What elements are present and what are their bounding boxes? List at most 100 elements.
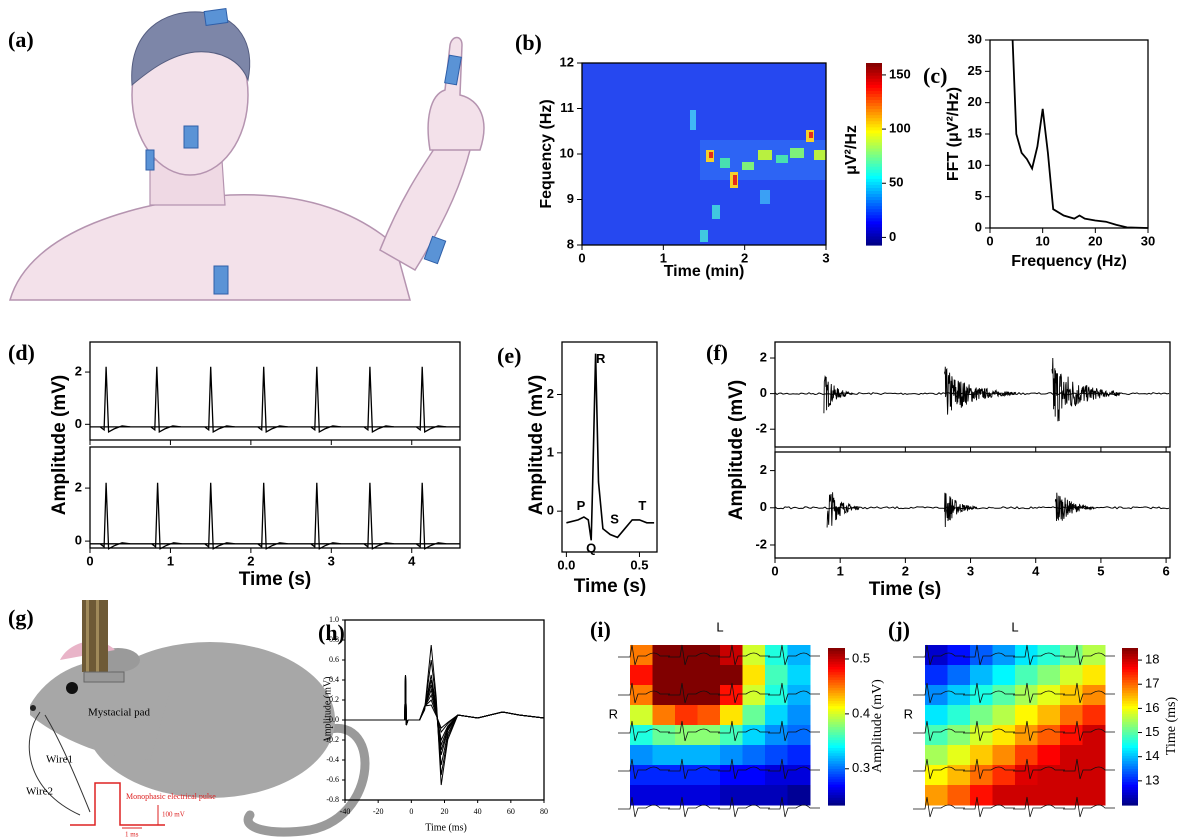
orientation-label: L (1011, 619, 1018, 634)
y-tick-label: 150 (889, 66, 911, 81)
heatmap-cell (1038, 785, 1061, 806)
emg-burst (945, 367, 1017, 415)
y-tick-label: 13 (1145, 772, 1159, 787)
y-tick-label: 10 (560, 145, 574, 160)
y-axis-label: FFT (μV²/Hz) (945, 87, 962, 181)
y-tick-label: 0 (75, 533, 82, 548)
orientation-label: L (716, 619, 723, 634)
emg-burst (945, 493, 977, 527)
x-axis-label: Time (s) (574, 576, 647, 597)
heatmap-cell (1083, 645, 1106, 666)
y-tick-label: 8 (567, 236, 574, 251)
heatmap-cell (948, 785, 971, 806)
y-tick-label: 50 (889, 175, 903, 190)
ecg-beat (258, 367, 288, 432)
heatmap-cell (698, 685, 721, 706)
heatmap-cell (630, 665, 653, 686)
heatmap-cell (653, 705, 676, 726)
y-tick-label: 25 (968, 63, 982, 78)
panel-label: (i) (590, 617, 611, 642)
colorbar-cell (1122, 648, 1138, 651)
y-tick-label: 0.5 (852, 650, 870, 665)
y-tick-label: -2 (755, 536, 767, 551)
heatmap-cell (788, 725, 811, 746)
x-tick-label: 0 (86, 553, 93, 568)
ecg-beat (152, 483, 182, 549)
x-tick-label: 2 (902, 563, 909, 578)
colorbar-cell (828, 648, 845, 651)
heatmap-cell (698, 765, 721, 786)
y-tick-label: 11 (560, 100, 574, 115)
heatmap-cell (1015, 725, 1038, 746)
panel-label: (e) (497, 343, 521, 368)
heatmap-cell (948, 645, 971, 666)
heatmap-cell (765, 705, 788, 726)
heatmap-cell (970, 745, 993, 766)
x-tick-label: 10 (1035, 233, 1049, 248)
heatmap-cell (1015, 665, 1038, 686)
ecg-beat (100, 367, 130, 432)
y-axis-label: Amplitude (mV) (49, 375, 70, 515)
evoked-trace (345, 645, 544, 785)
heatmap-cell (765, 665, 788, 686)
spectrogram (582, 63, 826, 245)
wave-annotation: P (577, 498, 586, 513)
heatmap-cell (788, 685, 811, 706)
x-tick-label: 20 (1088, 233, 1102, 248)
ecg-beat (258, 483, 288, 549)
heatmap-cell (1083, 785, 1106, 806)
x-axis-label: Time (s) (239, 569, 312, 590)
ecg-beat (151, 367, 181, 432)
x-tick-label: 80 (540, 807, 548, 816)
heatmap-cell (1038, 705, 1061, 726)
x-tick-label: 3 (328, 553, 335, 568)
heatmap-cell (1060, 785, 1083, 806)
y-tick-label: 17 (1145, 676, 1159, 691)
heatmap-cell (1060, 745, 1083, 766)
panel-label: (a) (8, 27, 34, 52)
y-tick-label: 0.3 (852, 760, 870, 775)
heatmap-cell (698, 665, 721, 686)
x-tick-label: 60 (507, 807, 515, 816)
heatmap-cell (653, 725, 676, 746)
ecg-beat (205, 483, 235, 549)
emg-burst (824, 377, 853, 414)
heatmap-cell (675, 705, 698, 726)
wave-annotation: R (596, 351, 606, 366)
heatmap-cell (765, 785, 788, 806)
x-tick-label: 20 (441, 807, 449, 816)
x-tick-label: 30 (1141, 233, 1155, 248)
scale-label: 100 mV (162, 811, 185, 819)
heatmap-cell (970, 645, 993, 666)
x-axis-label: Frequency (Hz) (1011, 253, 1127, 270)
heatmap-cell (653, 745, 676, 766)
y-axis-label: Amplitude (mV) (726, 380, 747, 520)
y-tick-label: 0.4 (852, 705, 870, 720)
x-tick-label: 4 (408, 553, 416, 568)
heatmap-cell (993, 685, 1016, 706)
y-axis-label: Amplitude (mV) (526, 375, 547, 515)
heatmap-cell (743, 785, 766, 806)
y-tick-label: 0 (975, 219, 982, 234)
heatmap-cell (720, 725, 743, 746)
heatmap-cell (1060, 705, 1083, 726)
panel-label: (g) (8, 605, 34, 630)
heatmap-cell (970, 785, 993, 806)
heatmap-cell (675, 745, 698, 766)
heatmap-cell (743, 725, 766, 746)
heatmap-cell (1015, 765, 1038, 786)
panel-label: (b) (515, 30, 542, 55)
x-tick-label: 6 (1162, 563, 1169, 578)
heatmap-cell (743, 705, 766, 726)
y-axis-label: μV²/Hz (843, 125, 860, 175)
heatmap-cell (1038, 645, 1061, 666)
evoked-trace (345, 660, 544, 775)
rat-label: Wire2 (26, 786, 53, 798)
panel-label: (j) (888, 617, 910, 642)
ecg-beat (364, 367, 394, 432)
rat-label: Mystacial pad (88, 707, 151, 719)
x-tick-label: 4 (1032, 563, 1040, 578)
wave-annotation: Q (586, 541, 596, 556)
heatmap-cell (788, 785, 811, 806)
heatmap-cell (1038, 685, 1061, 706)
